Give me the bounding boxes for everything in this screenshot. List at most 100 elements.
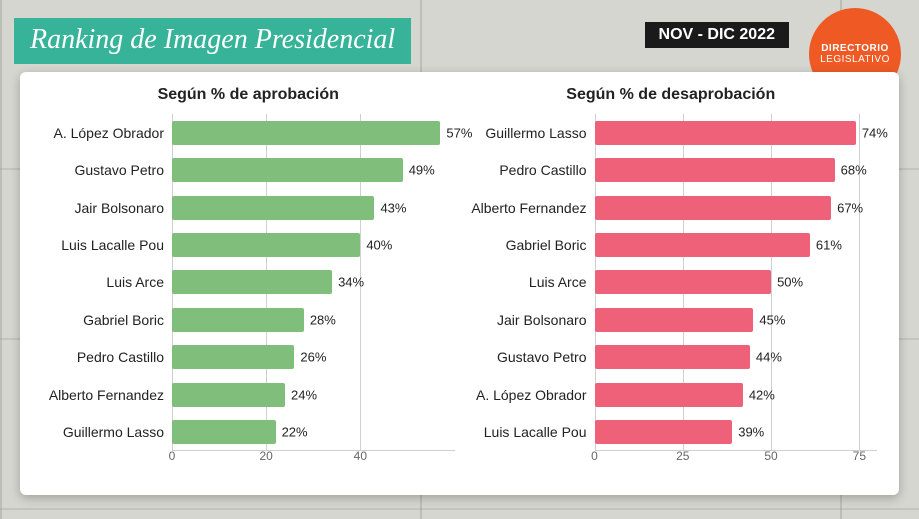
bar: 45% [595,308,754,332]
bar-value: 50% [777,275,803,290]
bar-track: 28% [172,301,455,338]
bar: 22% [172,420,276,444]
axis-tick: 50 [764,449,777,463]
bar-track: 24% [172,376,455,413]
page: Ranking de Imagen Presidencial NOV - DIC… [0,0,919,519]
bar-value: 22% [282,425,308,440]
row-label: Guillermo Lasso [42,424,172,440]
bar-row: Luis Arce50% [465,264,878,301]
bar-row: Gabriel Boric28% [42,301,455,338]
logo-line1: DIRECTORIO [821,43,889,54]
row-label: Pedro Castillo [42,349,172,365]
bar: 57% [172,121,440,145]
bar-row: Guillermo Lasso22% [42,414,455,451]
bar-value: 61% [816,238,842,253]
bar-value: 74% [862,125,888,140]
bar-row: Gustavo Petro49% [42,151,455,188]
bar-value: 40% [366,238,392,253]
bar-row: Alberto Fernandez67% [465,189,878,226]
bar-row: Gabriel Boric61% [465,226,878,263]
bar-row: Pedro Castillo 68% [465,151,878,188]
bar-value: 24% [291,387,317,402]
bar-row: Luis Lacalle Pou39% [465,414,878,451]
bar: 49% [172,158,403,182]
row-label: Pedro Castillo [465,162,595,178]
chart-title: Según % de aprobación [42,86,455,104]
bar-track: 39% [595,414,878,451]
row-label: Gustavo Petro [465,349,595,365]
bar-value: 45% [759,312,785,327]
bar-row: Gustavo Petro44% [465,339,878,376]
bar-value: 26% [300,350,326,365]
bar: 44% [595,345,750,369]
axis-tick: 20 [259,449,272,463]
bar-track: 68% [595,151,878,188]
row-label: Gabriel Boric [42,312,172,328]
bar-track: 49% [172,151,455,188]
bar-value: 34% [338,275,364,290]
row-label: A. López Obrador [465,387,595,403]
row-label: Alberto Fernandez [42,387,172,403]
chart-plot: 02040A. López Obrador57%Gustavo Petro49%… [42,114,455,475]
bar-track: 40% [172,226,455,263]
axis-tick: 0 [591,449,598,463]
axis-tick: 0 [169,449,176,463]
row-label: Guillermo Lasso [465,125,595,141]
logo-line2: LEGISLATIVO [820,54,890,65]
bar: 61% [595,233,810,257]
bar-row: A. López Obrador42% [465,376,878,413]
row-label: Luis Arce [42,274,172,290]
row-label: Gabriel Boric [465,237,595,253]
bar-value: 49% [409,163,435,178]
bar: 24% [172,383,285,407]
bar-track: 22% [172,414,455,451]
bar-value: 67% [837,200,863,215]
bar: 39% [595,420,733,444]
bar-track: 67% [595,189,878,226]
bar-track: 34% [172,264,455,301]
approval-chart: Según % de aprobación 0 20 40 A. López Obrad… [42,86,455,475]
row-label: Gustavo Petro [42,162,172,178]
bar-track: 61% [595,226,878,263]
rows: A. López Obrador57%Gustavo Petro49%Jair … [42,114,455,451]
row-label: Luis Lacalle Pou [465,424,595,440]
bar: 40% [172,233,360,257]
bar-row: Jair Bolsonaro45% [465,301,878,338]
row-label: Luis Arce [465,274,595,290]
bar-value: 44% [756,350,782,365]
bar-row: Alberto Fernandez24% [42,376,455,413]
chart-title: Según % de desaprobación [465,86,878,104]
bar-track: 50% [595,264,878,301]
bar-row: Luis Arce 34% [42,264,455,301]
bar: 42% [595,383,743,407]
rows: Guillermo Lasso74% Pedro Castillo 68% Alber… [465,114,878,451]
bar-row: Jair Bolsonaro43% [42,189,455,226]
row-label: Jair Bolsonaro [465,312,595,328]
bar-track: 57% [172,114,455,151]
axis-tick: 40 [354,449,367,463]
bar-track: 43% [172,189,455,226]
axis-tick: 25 [676,449,689,463]
bar-value: 68% [841,163,867,178]
bar: 50% [595,270,772,294]
bar-track: 42% [595,376,878,413]
bar: 67% [595,196,832,220]
bar-row: Guillermo Lasso74% [465,114,878,151]
bar-track: 45% [595,301,878,338]
bar-row: Luis Lacalle Pou40% [42,226,455,263]
bar-track: 44% [595,339,878,376]
bar-value: 39% [738,425,764,440]
bar: 28% [172,308,304,332]
row-label: Alberto Fernandez [465,200,595,216]
bar-track: 26% [172,339,455,376]
bar-track: 74% [595,114,878,151]
date-text: NOV - DIC 2022 [659,26,775,43]
disapproval-chart: Según % de desaprobación0255075Guillermo… [465,86,878,475]
bar-row: A. López Obrador57% [42,114,455,151]
bar: 26% [172,345,294,369]
chart-plot: 0255075Guillermo Lasso74%Pedro Castillo6… [465,114,878,475]
bar-value: 28% [310,312,336,327]
row-label: Jair Bolsonaro [42,200,172,216]
bar: 74% [595,121,856,145]
date-pill: NOV - DIC 2022 [645,22,789,48]
